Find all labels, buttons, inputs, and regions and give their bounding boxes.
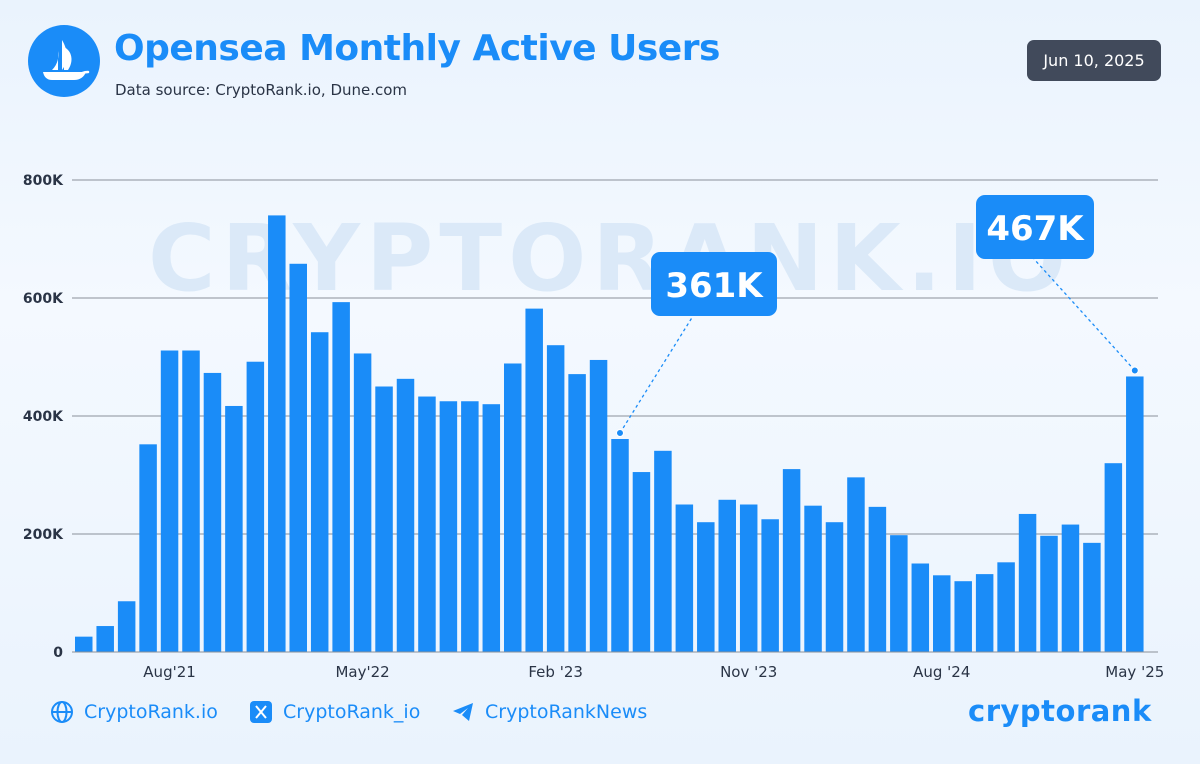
bar: [1104, 463, 1123, 652]
x-tick-label: Nov '23: [720, 663, 777, 681]
bar: [933, 575, 951, 652]
opensea-logo: [28, 25, 100, 97]
brand-logo: cryptorank: [968, 694, 1152, 728]
bar: [117, 601, 136, 652]
annotation-label: 467K: [986, 209, 1085, 249]
bar: [1083, 542, 1101, 652]
bar: [268, 215, 286, 652]
bar: [975, 574, 994, 652]
bar: [782, 469, 801, 652]
annotation-box: [651, 252, 777, 316]
bar: [75, 636, 93, 652]
y-tick-label: 600K: [23, 291, 64, 307]
bar: [868, 506, 887, 652]
annotation-leader: [1033, 258, 1136, 371]
x-icon: [249, 700, 273, 724]
bar: [525, 308, 543, 652]
bar: [1040, 535, 1058, 652]
bar: [911, 563, 930, 652]
footer-link-label: CryptoRank_io: [283, 701, 421, 723]
bar: [482, 404, 501, 652]
bar: [847, 477, 865, 652]
footer-link-label: CryptoRank.io: [84, 701, 218, 723]
bar: [182, 350, 200, 652]
bar: [203, 372, 222, 652]
bar: [890, 535, 908, 652]
bar: [804, 505, 822, 652]
annotation-point: [1130, 366, 1139, 375]
bar: [654, 450, 672, 652]
bar: [96, 626, 114, 652]
bar: [997, 562, 1015, 652]
y-tick-label: 800K: [23, 173, 64, 189]
footer-link-website[interactable]: CryptoRank.io: [50, 700, 218, 724]
annotation-leader: [619, 315, 694, 434]
x-tick-label: Aug '24: [913, 663, 970, 681]
bar: [353, 353, 372, 652]
bar: [954, 581, 972, 652]
x-tick-label: May '25: [1105, 663, 1164, 681]
data-source: Data source: CryptoRank.io, Dune.com: [115, 81, 408, 99]
watermark: CRYPTORANK.IO: [148, 205, 1072, 312]
annotation-box: [976, 195, 1094, 259]
bar: [718, 499, 736, 652]
bar: [289, 263, 307, 652]
bar: [246, 361, 265, 652]
bar: [1061, 524, 1080, 652]
globe-icon: [50, 700, 74, 724]
bar: [439, 401, 458, 652]
x-tick-label: Aug'21: [143, 663, 196, 681]
date-badge: Jun 10, 2025: [1027, 40, 1161, 81]
y-tick-label: 200K: [23, 527, 64, 543]
bar: [396, 378, 415, 652]
bar: [504, 363, 522, 652]
bar: [310, 332, 329, 652]
ship-icon: [43, 40, 90, 80]
bar: [611, 439, 629, 652]
bar: [568, 374, 586, 652]
footer-link-label: CryptoRankNews: [485, 701, 648, 723]
page-title: Opensea Monthly Active Users: [114, 28, 720, 69]
bar: [461, 401, 479, 652]
bar: [739, 504, 758, 652]
bar: [225, 405, 243, 652]
bar: [546, 345, 565, 652]
annotation-point: [616, 429, 624, 438]
telegram-icon: [451, 700, 475, 724]
bar: [139, 444, 157, 652]
bar: [418, 396, 436, 652]
footer-link-x[interactable]: CryptoRank_io: [249, 700, 420, 724]
bar: [761, 519, 779, 652]
bar: [332, 302, 350, 652]
y-tick-label: 0: [53, 645, 63, 661]
x-tick-label: May'22: [335, 663, 389, 681]
bar: [697, 522, 715, 652]
x-tick-label: Feb '23: [528, 663, 583, 681]
annotation-label: 361K: [665, 266, 764, 306]
bar: [589, 359, 608, 652]
bar: [675, 504, 694, 652]
bar: [1018, 513, 1037, 652]
bar: [375, 386, 393, 652]
bar: [825, 522, 844, 652]
footer-link-telegram[interactable]: CryptoRankNews: [451, 700, 647, 724]
bar: [1126, 376, 1144, 652]
bar: [160, 350, 179, 652]
bar: [632, 472, 651, 652]
y-tick-label: 400K: [23, 409, 64, 425]
